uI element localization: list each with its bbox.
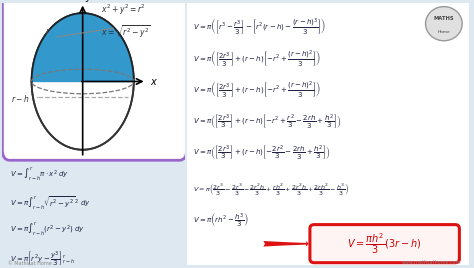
FancyBboxPatch shape [2,0,187,160]
Polygon shape [32,13,134,81]
Text: Home: Home [438,29,450,34]
Text: www.mathsathome.com: www.mathsathome.com [401,260,461,265]
Text: r: r [46,27,50,36]
Text: x: x [150,77,156,87]
Text: $V = \pi \left( \left[ \dfrac{2r^3}{3} \right] + (r-h) \left[ -\dfrac{2r^2}{3} -: $V = \pi \left( \left[ \dfrac{2r^3}{3} \… [193,143,330,161]
Ellipse shape [426,7,462,41]
Text: $r-h$: $r-h$ [11,93,30,104]
Text: © Maths at Home: © Maths at Home [8,261,52,266]
FancyBboxPatch shape [310,225,459,263]
Text: $V = \dfrac{\pi h^2}{3}(3r - h)$: $V = \dfrac{\pi h^2}{3}(3r - h)$ [347,231,422,256]
Text: MATHS: MATHS [434,16,454,21]
Text: $V = \pi \left( \dfrac{2r^3}{3} - \dfrac{2r^3}{3} - \dfrac{2r^2h}{3} + \dfrac{rh: $V = \pi \left( \dfrac{2r^3}{3} - \dfrac… [193,181,349,197]
Text: $V = \pi \int_{r-h}^{r} \sqrt{r^2 - y^2}^{\;2} \; dy$: $V = \pi \int_{r-h}^{r} \sqrt{r^2 - y^2}… [9,194,91,212]
Text: $V = \pi \int_{r-h}^{r} (r^2 - y^2) \; dy$: $V = \pi \int_{r-h}^{r} (r^2 - y^2) \; d… [9,221,84,238]
Text: $x = \sqrt{r^2 - y^2}$: $x = \sqrt{r^2 - y^2}$ [101,24,151,41]
Text: $V = \pi \left( \left[ \dfrac{2r^3}{3} \right] + (r-h) \left[ -r^2 + \dfrac{(r-h: $V = \pi \left( \left[ \dfrac{2r^3}{3} \… [193,48,321,68]
Text: $V = \int_{r-h}^{r} \pi \cdot x^2 \; dy$: $V = \int_{r-h}^{r} \pi \cdot x^2 \; dy$ [9,166,69,183]
Text: $V = \pi \left[ r^2y - \dfrac{y^3}{3} \right]_{r-h}^{r}$: $V = \pi \left[ r^2y - \dfrac{y^3}{3} \r… [9,250,75,268]
Text: $V = \pi \left( \left[ r^3 - \dfrac{r^3}{3} \right] - \left[ r^2(r-h) - \dfrac{(: $V = \pi \left( \left[ r^3 - \dfrac{r^3}… [193,16,326,36]
Text: $V = \pi \left( \left[ \dfrac{2r^3}{3} \right] + (r-h) \left[ -r^2 + \dfrac{r^2}: $V = \pi \left( \left[ \dfrac{2r^3}{3} \… [193,112,341,130]
Text: $V = \pi \left( \left[ \dfrac{2r^3}{3} \right] + (r-h) \left[ -r^2 + \dfrac{(r-h: $V = \pi \left( \left[ \dfrac{2r^3}{3} \… [193,79,321,99]
Ellipse shape [32,13,134,150]
Text: $x^2 + y^2 = r^2$: $x^2 + y^2 = r^2$ [101,3,146,17]
Text: y: y [85,0,91,2]
FancyBboxPatch shape [182,0,472,268]
Text: $V = \pi \left( rh^2 - \dfrac{h^3}{3} \right)$: $V = \pi \left( rh^2 - \dfrac{h^3}{3} \r… [193,211,249,230]
